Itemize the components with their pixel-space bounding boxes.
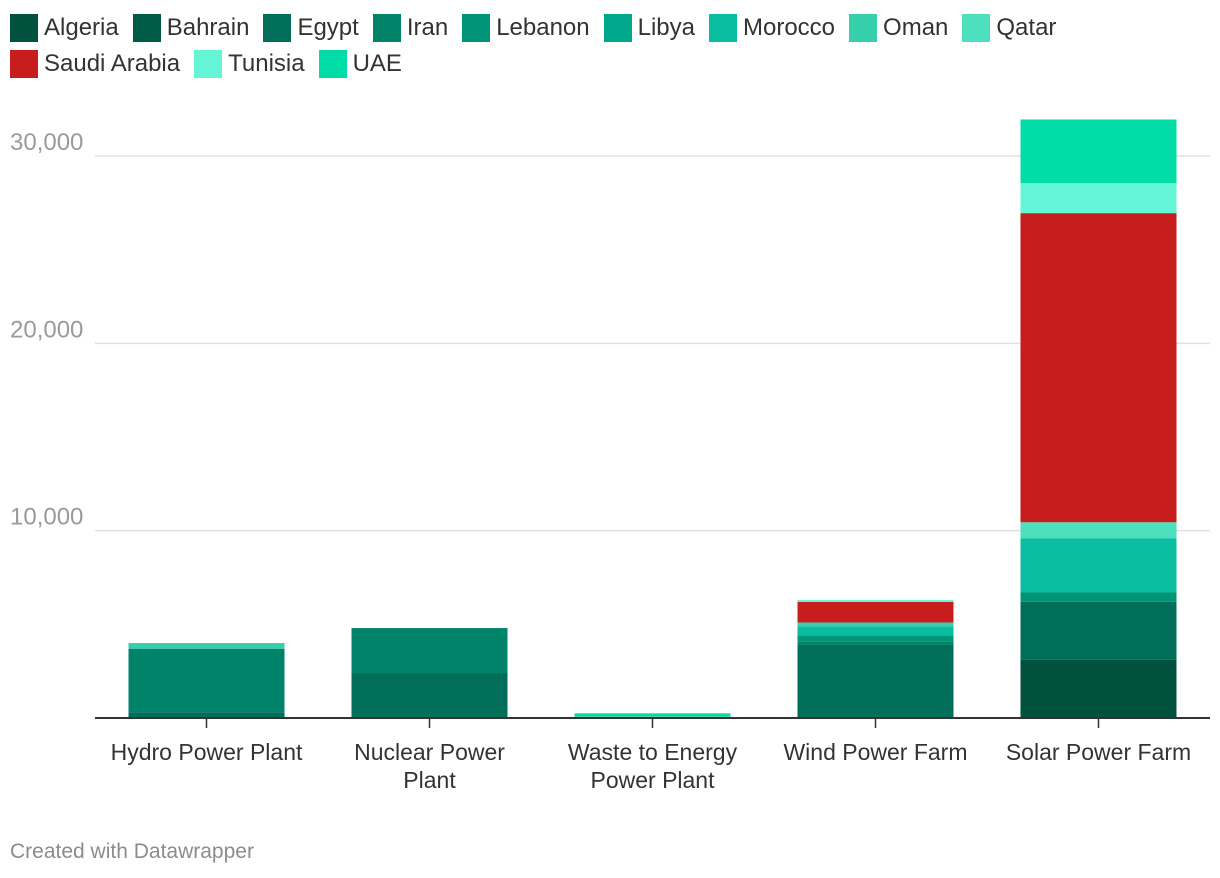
bar-segment [128,712,285,718]
bar-segment [797,599,954,602]
legend-label: Oman [883,14,949,41]
footer-credit: Created with Datawrapper [10,840,254,863]
legend-label: Tunisia [228,50,305,77]
y-tick-label: 20,000 [10,316,83,343]
legend-label: Libya [637,14,695,41]
legend-item: Egypt [263,14,359,42]
legend-item: Tunisia [194,50,305,78]
y-tick-label: 30,000 [10,129,83,156]
legend: Algeria Bahrain Egypt Iran Lebanon Libya Moroc… [10,10,1210,82]
legend-row: Algeria Bahrain Egypt Iran Lebanon Libya Moroc… [10,10,1210,46]
bar-segment [797,622,954,627]
bar-segment [797,601,954,623]
x-tick-label: Power Plant [590,767,715,793]
bar-segment [128,643,285,649]
legend-swatch [263,14,292,42]
legend-label: Iran [406,14,449,41]
legend-item: Saudi Arabia [10,50,180,78]
bar-segment [351,628,508,674]
legend-swatch [709,14,737,42]
bar-segment [797,635,954,642]
bar-segment [1020,601,1177,660]
bar-segment [797,626,954,636]
x-tick-label: Hydro Power Plant [111,739,303,765]
bar-segment [1020,119,1177,184]
legend-label: Egypt [297,14,359,41]
bar-segment [1020,538,1177,593]
bar-segment [574,713,731,717]
legend-swatch [194,50,223,78]
x-tick-label: Solar Power Farm [1006,739,1191,765]
legend-label: Algeria [44,14,119,41]
legend-item: Iran [372,14,449,42]
bar-segment [1020,522,1177,539]
legend-swatch [849,14,878,42]
legend-item: Qatar [962,14,1056,42]
legend-swatch [372,14,401,42]
legend-label: Qatar [996,14,1057,41]
legend-item: Morocco [709,14,835,42]
legend-item: UAE [318,50,402,78]
bar-segment [1020,659,1177,718]
bar-segment [797,641,954,645]
x-tick-label: Nuclear Power [354,739,505,765]
legend-swatch [962,14,991,42]
legend-label: Bahrain [166,14,250,41]
legend-swatch [10,50,38,78]
legend-swatch [603,14,632,42]
legend-label: Morocco [743,14,836,41]
bar-segment [797,644,954,718]
bar-segment [128,648,285,713]
bar-segment [1020,213,1177,523]
legend-label: Saudi Arabia [44,50,181,77]
legend-swatch [462,14,491,42]
x-tick-label: Wind Power Farm [783,739,967,765]
legend-item: Oman [849,14,948,42]
x-tick-label: Waste to Energy [568,739,738,765]
legend-item: Algeria [10,14,119,42]
legend-item: Libya [603,14,695,42]
legend-label: UAE [352,50,402,77]
legend-item: Bahrain [132,14,250,42]
bar-segment [351,673,508,718]
bar-segment [1020,183,1177,214]
x-tick-label: Plant [403,767,456,793]
legend-swatch [318,50,347,78]
legend-swatch [10,14,38,42]
legend-row: Saudi Arabia Tunisia UAE [10,46,1210,82]
bar-segment [1020,592,1177,602]
y-tick-label: 10,000 [10,504,83,531]
legend-item: Lebanon [462,14,590,42]
legend-label: Lebanon [496,14,590,41]
legend-swatch [132,14,161,42]
